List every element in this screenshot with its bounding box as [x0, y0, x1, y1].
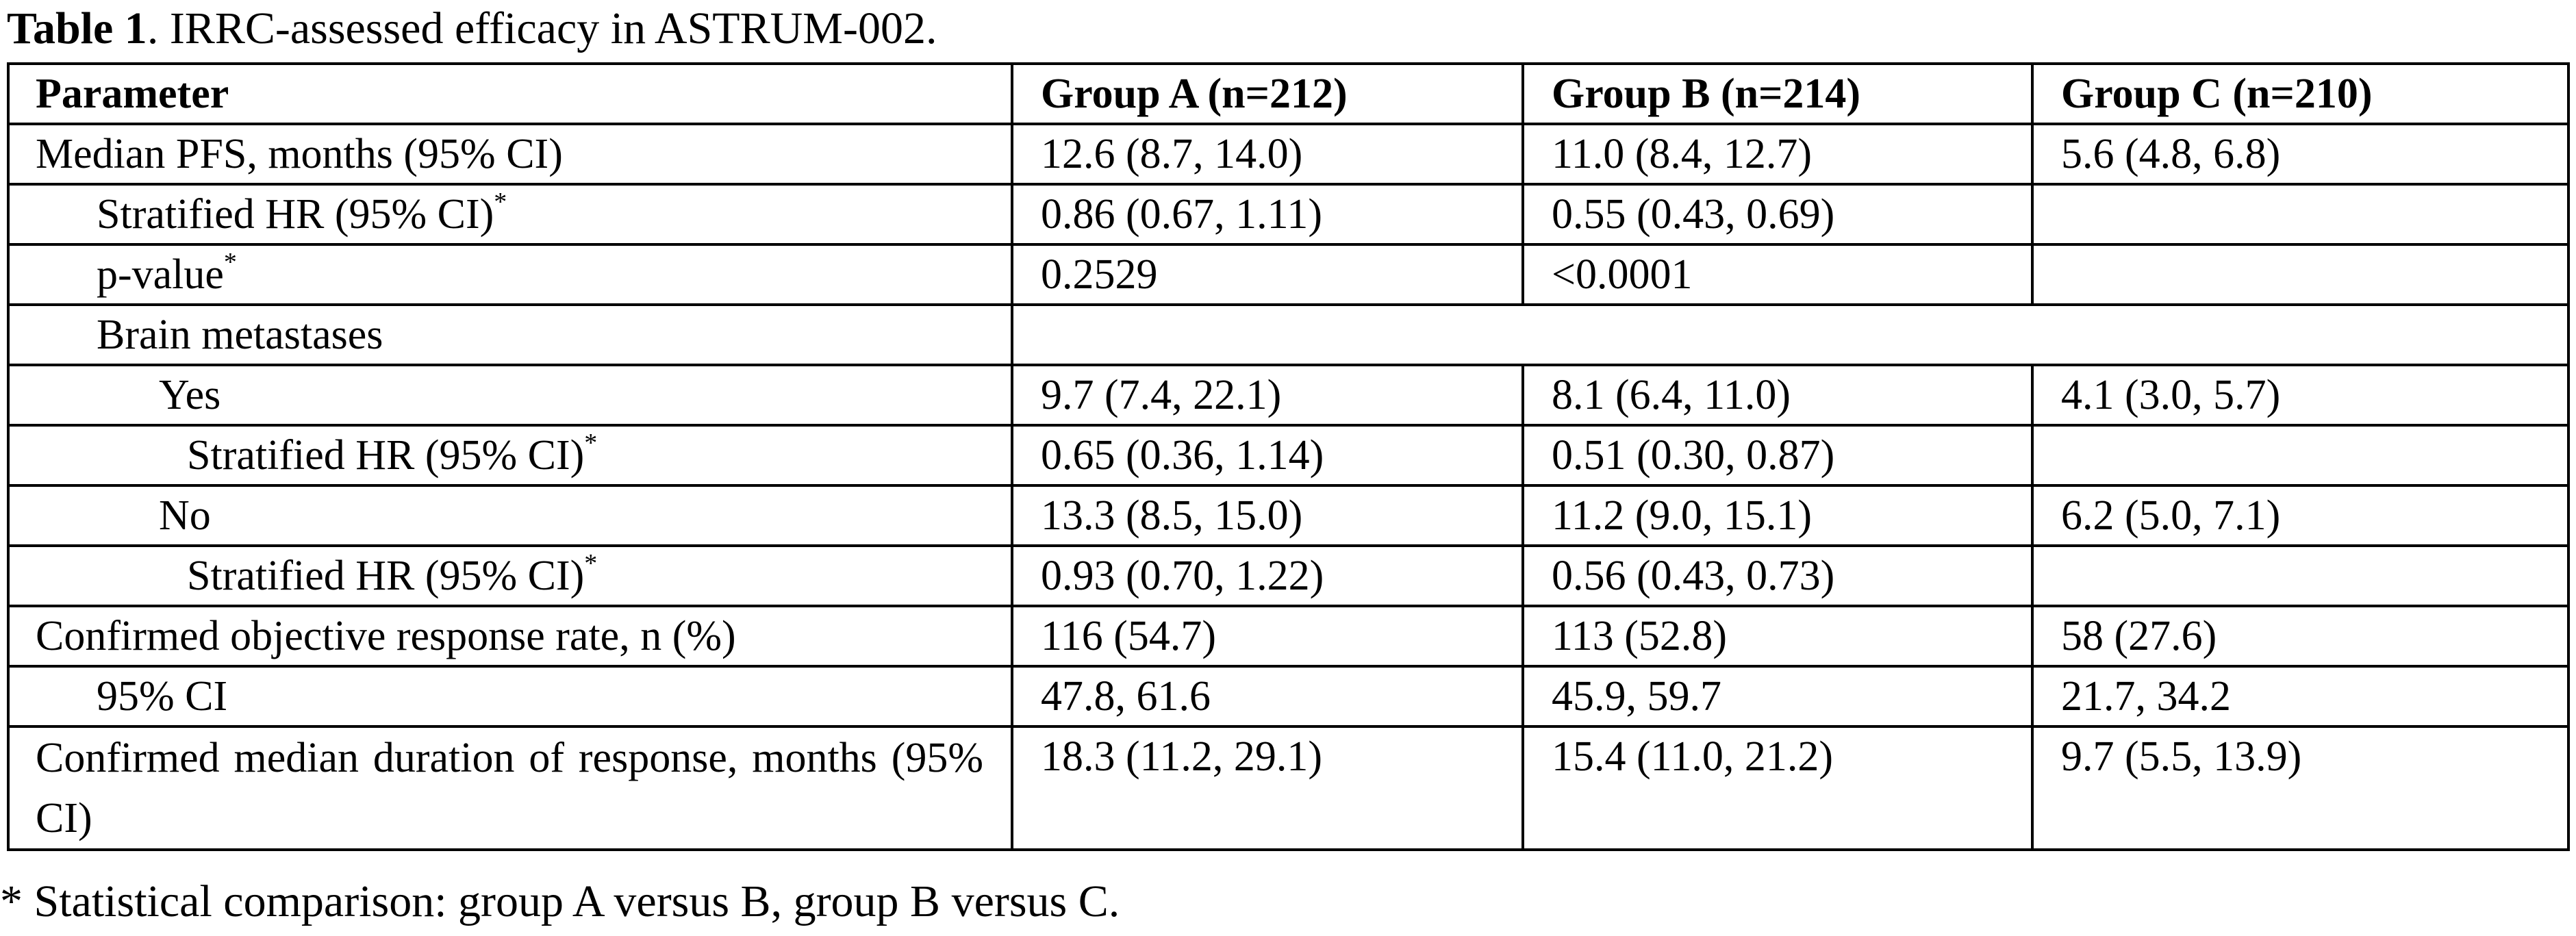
cell: 116 (54.7): [1011, 605, 1524, 668]
cell: 0.56 (0.43, 0.73): [1521, 544, 2034, 607]
row: Yes 9.7 (7.4, 22.1) 8.1 (6.4, 11.0) 4.1 …: [7, 364, 2570, 427]
label-text: Stratified HR (95% CI): [187, 432, 585, 479]
cell: 58 (27.6): [2031, 605, 2570, 668]
row-label: Stratified HR (95% CI)*: [7, 544, 1013, 607]
cell: 0.55 (0.43, 0.69): [1521, 183, 2034, 246]
empty-cell: [2031, 243, 2570, 306]
header-cell: Group C (n=210): [2031, 62, 2570, 125]
empty-cell: [2031, 424, 2570, 487]
row-label: p-value*: [7, 243, 1013, 306]
footnote-mark: *: [584, 429, 598, 457]
cell: 11.0 (8.4, 12.7): [1521, 123, 2034, 186]
cell: 9.7 (5.5, 13.9): [2031, 725, 2570, 851]
header-cell: Parameter: [7, 62, 1013, 125]
row-label: Stratified HR (95% CI)*: [7, 183, 1013, 246]
row: Brain metastases: [7, 303, 2570, 366]
row-label: Yes: [7, 364, 1013, 427]
cell: 0.93 (0.70, 1.22): [1011, 544, 1524, 607]
row: Confirmed median duration of response, m…: [7, 725, 2570, 851]
cell: 13.3 (8.5, 15.0): [1011, 484, 1524, 547]
row: Stratified HR (95% CI)* 0.86 (0.67, 1.11…: [7, 183, 2570, 246]
cell: 15.4 (11.0, 21.2): [1521, 725, 2034, 851]
label-text: Stratified HR (95% CI): [97, 191, 494, 238]
cell: 0.51 (0.30, 0.87): [1521, 424, 2034, 487]
cell: 11.2 (9.0, 15.1): [1521, 484, 2034, 547]
cell: 18.3 (11.2, 29.1): [1011, 725, 1524, 851]
row: Stratified HR (95% CI)* 0.65 (0.36, 1.14…: [7, 424, 2570, 487]
footnote-mark: *: [223, 248, 237, 277]
cell: 113 (52.8): [1521, 605, 2034, 668]
row-label: Median PFS, months (95% CI): [7, 123, 1013, 186]
cell: 12.6 (8.7, 14.0): [1011, 123, 1524, 186]
label-text: Stratified HR (95% CI): [187, 553, 585, 599]
cell: 5.6 (4.8, 6.8): [2031, 123, 2570, 186]
cell: 0.86 (0.67, 1.11): [1011, 183, 1524, 246]
row-label: 95% CI: [7, 665, 1013, 728]
cell: 45.9, 59.7: [1521, 665, 2034, 728]
row: Stratified HR (95% CI)* 0.93 (0.70, 1.22…: [7, 544, 2570, 607]
row: No 13.3 (8.5, 15.0) 11.2 (9.0, 15.1) 6.2…: [7, 484, 2570, 547]
merged-empty-cell: [1011, 303, 2570, 366]
cell: 8.1 (6.4, 11.0): [1521, 364, 2034, 427]
row-label: Stratified HR (95% CI)*: [7, 424, 1013, 487]
empty-cell: [2031, 183, 2570, 246]
caption-text: . IRRC-assessed efficacy in ASTRUM-002.: [147, 3, 937, 53]
cell: <0.0001: [1521, 243, 2034, 306]
cell: 47.8, 61.6: [1011, 665, 1524, 728]
label-text: p-value: [97, 251, 224, 298]
row: Median PFS, months (95% CI) 12.6 (8.7, 1…: [7, 123, 2570, 186]
table-caption: Table 1. IRRC-assessed efficacy in ASTRU…: [7, 0, 937, 58]
row: 95% CI 47.8, 61.6 45.9, 59.7 21.7, 34.2: [7, 665, 2570, 728]
cell: 9.7 (7.4, 22.1): [1011, 364, 1524, 427]
row: Confirmed objective response rate, n (%)…: [7, 605, 2570, 668]
empty-cell: [2031, 544, 2570, 607]
cell: 4.1 (3.0, 5.7): [2031, 364, 2570, 427]
header-cell: Group A (n=212): [1011, 62, 1524, 125]
row-label: No: [7, 484, 1013, 547]
footnote-mark: *: [494, 188, 507, 216]
row-label: Confirmed median duration of response, m…: [7, 725, 1013, 851]
row-label: Confirmed objective response rate, n (%): [7, 605, 1013, 668]
header-cell: Group B (n=214): [1521, 62, 2034, 125]
cell: 21.7, 34.2: [2031, 665, 2570, 728]
footnote: * Statistical comparison: group A versus…: [0, 876, 1120, 926]
header-row: Parameter Group A (n=212) Group B (n=214…: [7, 62, 2570, 125]
efficacy-table: Parameter Group A (n=212) Group B (n=214…: [7, 62, 2570, 851]
caption-label: Table 1: [7, 3, 147, 53]
row: p-value* 0.2529 <0.0001: [7, 243, 2570, 306]
cell: 0.65 (0.36, 1.14): [1011, 424, 1524, 487]
cell: 0.2529: [1011, 243, 1524, 306]
cell: 6.2 (5.0, 7.1): [2031, 484, 2570, 547]
row-label: Brain metastases: [7, 303, 1013, 366]
footnote-mark: *: [584, 549, 598, 578]
